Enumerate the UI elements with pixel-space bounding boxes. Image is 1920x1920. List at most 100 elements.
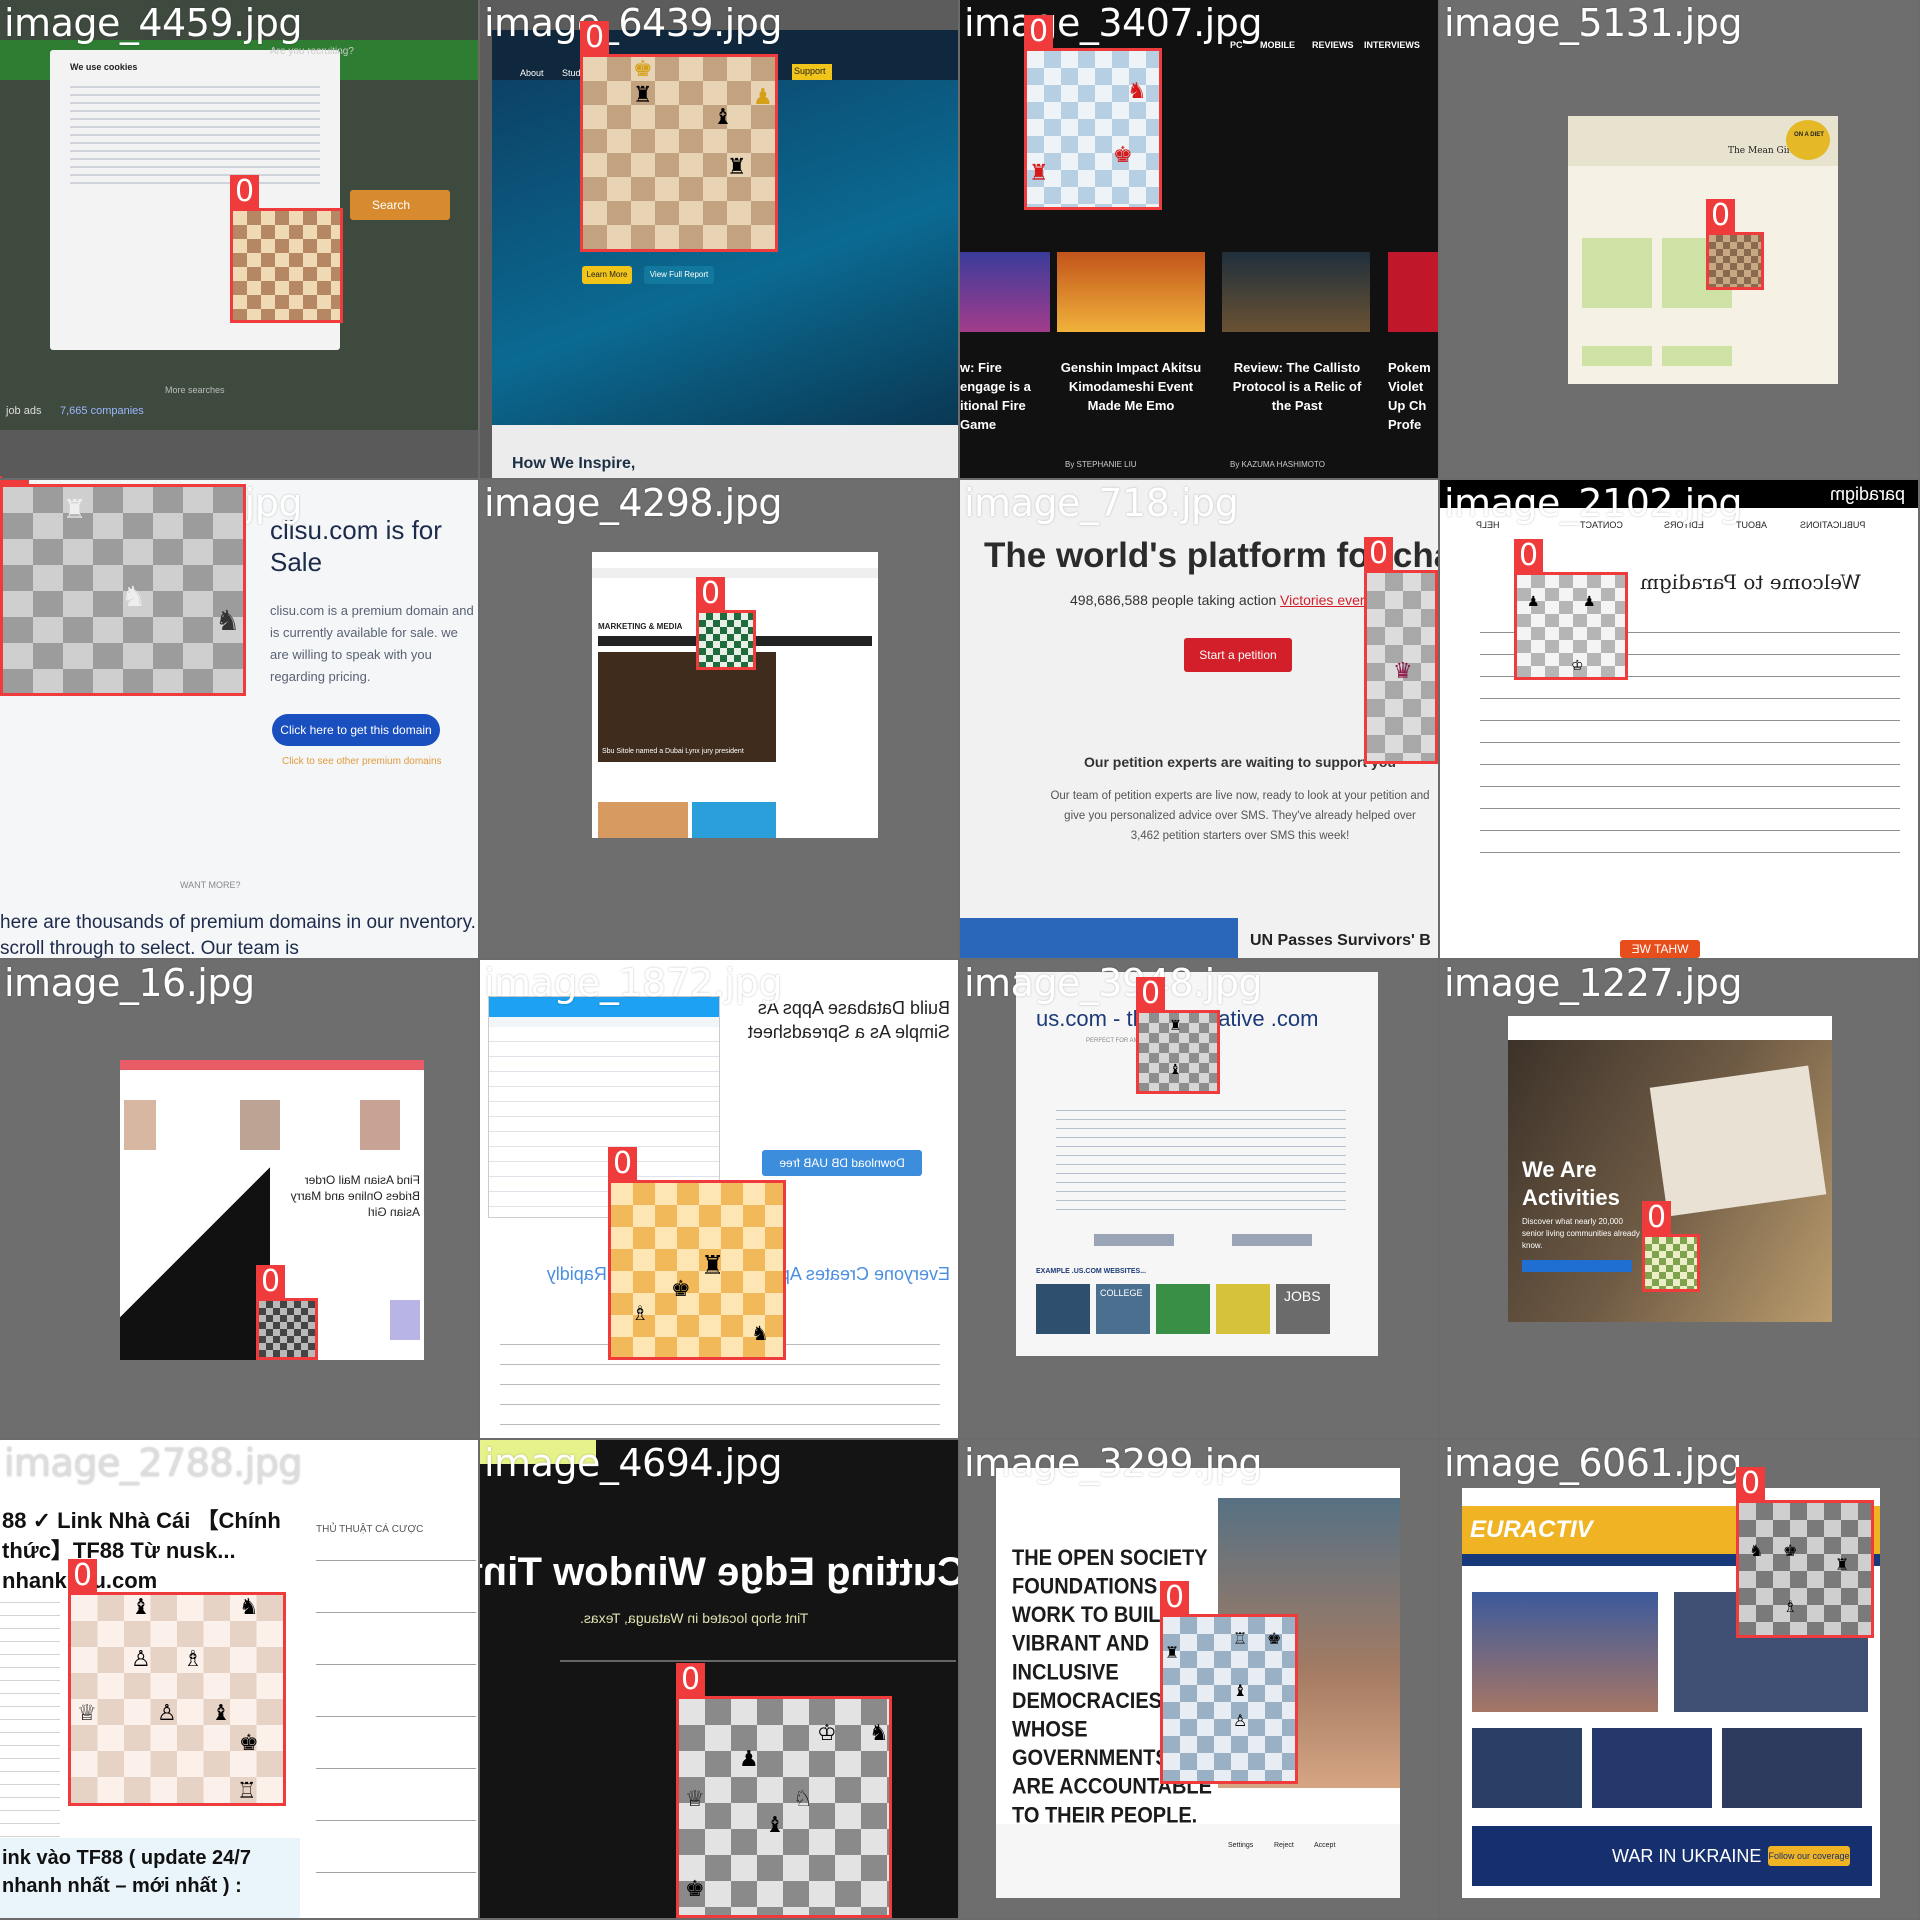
chess-king-piece: ♚ (671, 1277, 691, 1302)
nav-reviews[interactable]: REVIEWS (1312, 40, 1354, 50)
detection-label: 0 (1736, 1467, 1766, 1501)
detection-label: 0 (68, 1559, 98, 1593)
victories-link[interactable]: Victories every (1280, 592, 1372, 608)
tile-image-5131: The Mean Girls' ON A DIET image_5131.jpg… (1440, 0, 1918, 478)
chess-piece: ♚ (1267, 1629, 1282, 1648)
detection-box: ♜ ♚ ♗ ♞ 0 (608, 1147, 786, 1360)
chess-king-piece: ♔ (1571, 658, 1584, 674)
chessboard (1517, 575, 1625, 677)
chess-pawn-piece: ♟ (739, 1747, 759, 1772)
other-domains-link[interactable]: Click to see other premium domains (282, 756, 442, 767)
chessboard (1709, 235, 1761, 287)
activities-heading: We Are Activities (1522, 1157, 1620, 1210)
domain-description: clisu.com is a premium domain and is cur… (270, 603, 474, 684)
filename: image_1227.jpg (1444, 961, 1742, 1005)
chess-piece: ♖ (1233, 1629, 1248, 1648)
learn-more-button[interactable]: Learn More (582, 266, 632, 284)
nav-mobile[interactable]: MOBILE (1260, 40, 1295, 50)
accept-button[interactable]: Accept (1314, 1842, 1336, 1849)
support-label[interactable]: Support (794, 66, 826, 76)
people-count: 498,686,588 people taking action (1070, 592, 1277, 608)
tile-image-1227: We Are Activities Discover what nearly 2… (1440, 960, 1918, 1438)
chess-bishop-piece: ♝ (211, 1701, 231, 1726)
download-button[interactable]: Download DB UAB free edition (762, 1150, 922, 1196)
detection-box: ♝ ♞ ♙ ♗ ♕ ♙ ♝ ♚ ♖ 0 (68, 1559, 286, 1806)
war-in-ukraine[interactable]: WAR IN UKRAINE (1612, 1846, 1762, 1866)
chess-knight-piece: ♞ (239, 1595, 259, 1620)
nav-publications[interactable]: PUBLICATIONS (1800, 520, 1866, 530)
college-label: COLLEGE (1100, 1288, 1143, 1298)
chess-knight-piece: ♞ (869, 1721, 889, 1746)
view-report-button[interactable]: View Full Report (644, 266, 714, 284)
detection-label: 0 (0, 480, 30, 487)
chess-rook-piece: ♖ (237, 1779, 257, 1804)
tile-image-2102: paradigm PUBLICATIONS ABOUT EDITORS CONT… (1440, 480, 1918, 958)
chess-pawn-piece: ♟ (1583, 594, 1596, 610)
detection-box: 0 (1706, 199, 1764, 290)
tile-image-4459: We use cookies Search Are you recruiting… (0, 0, 478, 478)
get-domain-button[interactable]: Click here to get this domain (272, 714, 440, 746)
tile-image-4694: Cutting Edge Window Tinting Tint shop lo… (480, 1440, 958, 1918)
article-genshin[interactable]: Genshin Impact Akitsu Kimodameshi Event … (1060, 360, 1202, 413)
screenshot: The Mean Girls' ON A DIET (1568, 116, 1838, 384)
detection-box: ♚ ♜ ♝ ♜ ♟ 0 (580, 21, 778, 252)
chess-piece: ♜ (1165, 1643, 1180, 1662)
chessboard (611, 1183, 783, 1357)
byline-hashimoto: By KAZUMA HASHIMOTO (1230, 460, 1325, 469)
article-fire[interactable]: w: Fire engage is a itional Fire Game (960, 360, 1031, 432)
detection-label: 0 (1364, 537, 1394, 571)
chess-rook-piece: ♜ (727, 155, 747, 180)
chess-rook-piece: ♜ (63, 495, 87, 525)
tile-image-16: Find Asian Mail Order Brides Online and … (0, 960, 478, 1438)
filename: image_2788.jpg (4, 1441, 302, 1485)
detection-box: ♞ ♞ ♜ 0 (0, 480, 246, 696)
chess-queen-piece: ♛ (1393, 659, 1413, 684)
detection-label: 0 (696, 577, 726, 611)
filename: image_6439.jpg (484, 1, 782, 45)
chess-piece: ♝ (1169, 1062, 1182, 1078)
chessboard (1027, 51, 1159, 207)
tile-image-718: The world's platform for char 498,686,58… (960, 480, 1438, 958)
chess-piece-red: ♞ (1127, 79, 1147, 104)
detection-label: 0 (1160, 1581, 1190, 1615)
settings-link[interactable]: Settings (1228, 1842, 1254, 1849)
chess-pawn-piece: ♟ (1527, 594, 1540, 610)
filename: image_718.jpg (964, 481, 1239, 525)
nav-about[interactable]: About (520, 68, 544, 78)
chessboard (259, 1301, 315, 1357)
un-headline[interactable]: UN Passes Survivors' B (1250, 932, 1431, 949)
chessboard (583, 57, 775, 249)
search-label[interactable]: Search (372, 198, 411, 212)
chess-pawn-piece: ♙ (131, 1647, 151, 1672)
article-callisto[interactable]: Review: The Callisto Protocol is a Relic… (1232, 360, 1362, 413)
chess-bishop-piece: ♝ (131, 1595, 151, 1620)
detection-label: 0 (1642, 1201, 1672, 1235)
chess-rook-piece: ♜ (633, 83, 653, 108)
tile-image-1872: Build Database Apps As Simple As a Sprea… (480, 960, 958, 1438)
chess-pawn-piece: ♙ (157, 1701, 177, 1726)
how-we-inspire: How We Inspire, (512, 455, 636, 472)
more-searches[interactable]: More searches (165, 385, 225, 395)
tf88-subheading: ink vào TF88 ( update 24/7 nhanh nhất – … (2, 1847, 251, 1897)
paradigm-logo: paradigm (1830, 484, 1906, 504)
nav-pc[interactable]: PC (1230, 40, 1243, 50)
screenshot: Find Asian Mail Order Brides Online and … (120, 1060, 424, 1360)
follow-coverage-button[interactable]: Follow our coverage (1768, 1846, 1850, 1866)
chess-piece: ♚ (1783, 1541, 1798, 1560)
offer-button[interactable]: WHAT WE OFFER (1620, 940, 1700, 958)
headline[interactable]: Sbu Sitole named a Dubai Lynx jury presi… (602, 748, 744, 755)
chess-knight-piece: ♞ (751, 1321, 769, 1345)
filename: image_3299.jpg (964, 1441, 1262, 1485)
activities-subtext: Discover what nearly 20,000 senior livin… (1522, 1217, 1640, 1250)
chess-piece: ♞ (1749, 1541, 1764, 1560)
chess-queen-piece: ♕ (685, 1787, 705, 1812)
chess-piece: ♙ (1233, 1711, 1248, 1730)
start-petition-button[interactable]: Start a petition (1184, 638, 1292, 672)
detection-box-small (0, 476, 2, 478)
nav-interviews[interactable]: INTERVIEWS (1364, 40, 1420, 50)
detection-label: 0 (256, 1265, 286, 1299)
article-pokemon[interactable]: Pokem Violet Up Ch Profe (1388, 360, 1431, 432)
detection-box: ♜ ♝ 0 (1136, 977, 1220, 1094)
reject-button[interactable]: Reject (1274, 1842, 1294, 1849)
